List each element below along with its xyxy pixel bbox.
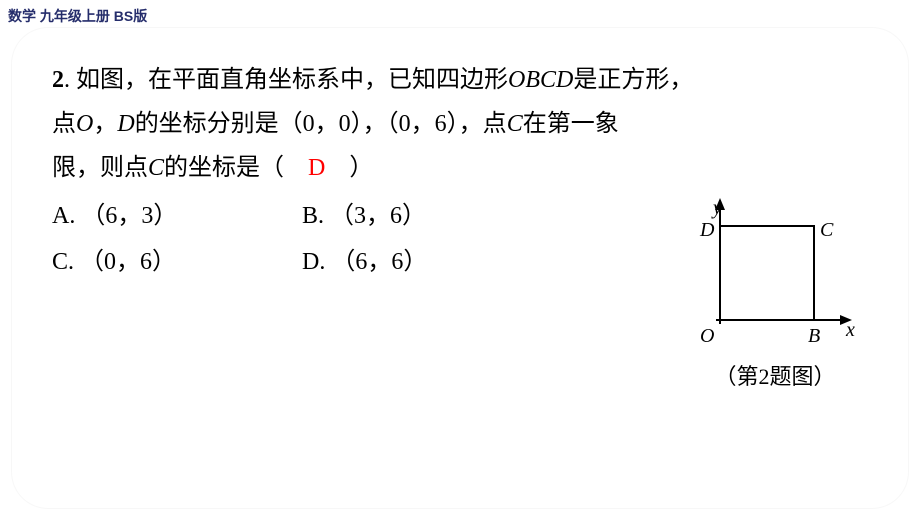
option-c-text: . （0，6） <box>68 249 176 275</box>
question-number: 2 <box>52 67 64 93</box>
q-text-2a: 点 <box>52 111 76 137</box>
q-text-1b: 是正方形， <box>573 67 693 93</box>
svg-text:B: B <box>808 325 820 347</box>
q-var-obcd: OBCD <box>508 67 573 93</box>
q-text-2b: ， <box>93 111 117 137</box>
svg-text:x: x <box>845 319 855 341</box>
svg-text:O: O <box>700 325 714 347</box>
option-a-text: . （6，3） <box>69 203 177 229</box>
option-c-letter: C <box>52 249 68 275</box>
svg-text:C: C <box>820 219 834 241</box>
svg-text:y: y <box>711 197 722 219</box>
page-header-label: 数学 九年级上册 BS版 <box>8 6 147 26</box>
option-b-text: . （3，6） <box>318 203 426 229</box>
q-var-o: O <box>76 111 93 137</box>
option-d[interactable]: D. （6，6） <box>302 242 552 282</box>
question-body: 2. 如图，在平面直角坐标系中，已知四边形OBCD是正方形， 点O，D的坐标分别… <box>52 58 868 190</box>
q-var-d: D <box>117 111 134 137</box>
q-var-c1: C <box>507 111 523 137</box>
figure-area: yD C O Bx （第2题图） <box>682 196 868 391</box>
option-b[interactable]: B. （3，6） <box>302 196 552 236</box>
q-text-3a: 限，则点 <box>52 155 148 181</box>
q-text-1a: . 如图，在平面直角坐标系中，已知四边形 <box>64 67 508 93</box>
q-text-3b: 的坐标是（ <box>164 155 308 181</box>
q-var-c2: C <box>148 155 164 181</box>
question-card: 2. 如图，在平面直角坐标系中，已知四边形OBCD是正方形， 点O，D的坐标分别… <box>12 28 908 508</box>
q-text-2c: 的坐标分别是（0，0），（0，6），点 <box>135 111 507 137</box>
option-d-letter: D <box>302 249 319 275</box>
option-a-letter: A <box>52 203 69 229</box>
coordinate-figure: yD C O Bx <box>690 196 860 351</box>
svg-text:D: D <box>699 219 715 241</box>
q-text-2d: 在第一象 <box>523 111 619 137</box>
figure-caption: （第2题图） <box>682 359 868 391</box>
answer-value: D <box>308 155 325 181</box>
option-b-letter: B <box>302 203 318 229</box>
option-c[interactable]: C. （0，6） <box>52 242 302 282</box>
q-text-3c: ） <box>325 155 373 181</box>
option-d-text: . （6，6） <box>319 249 427 275</box>
option-a[interactable]: A. （6，3） <box>52 196 302 236</box>
